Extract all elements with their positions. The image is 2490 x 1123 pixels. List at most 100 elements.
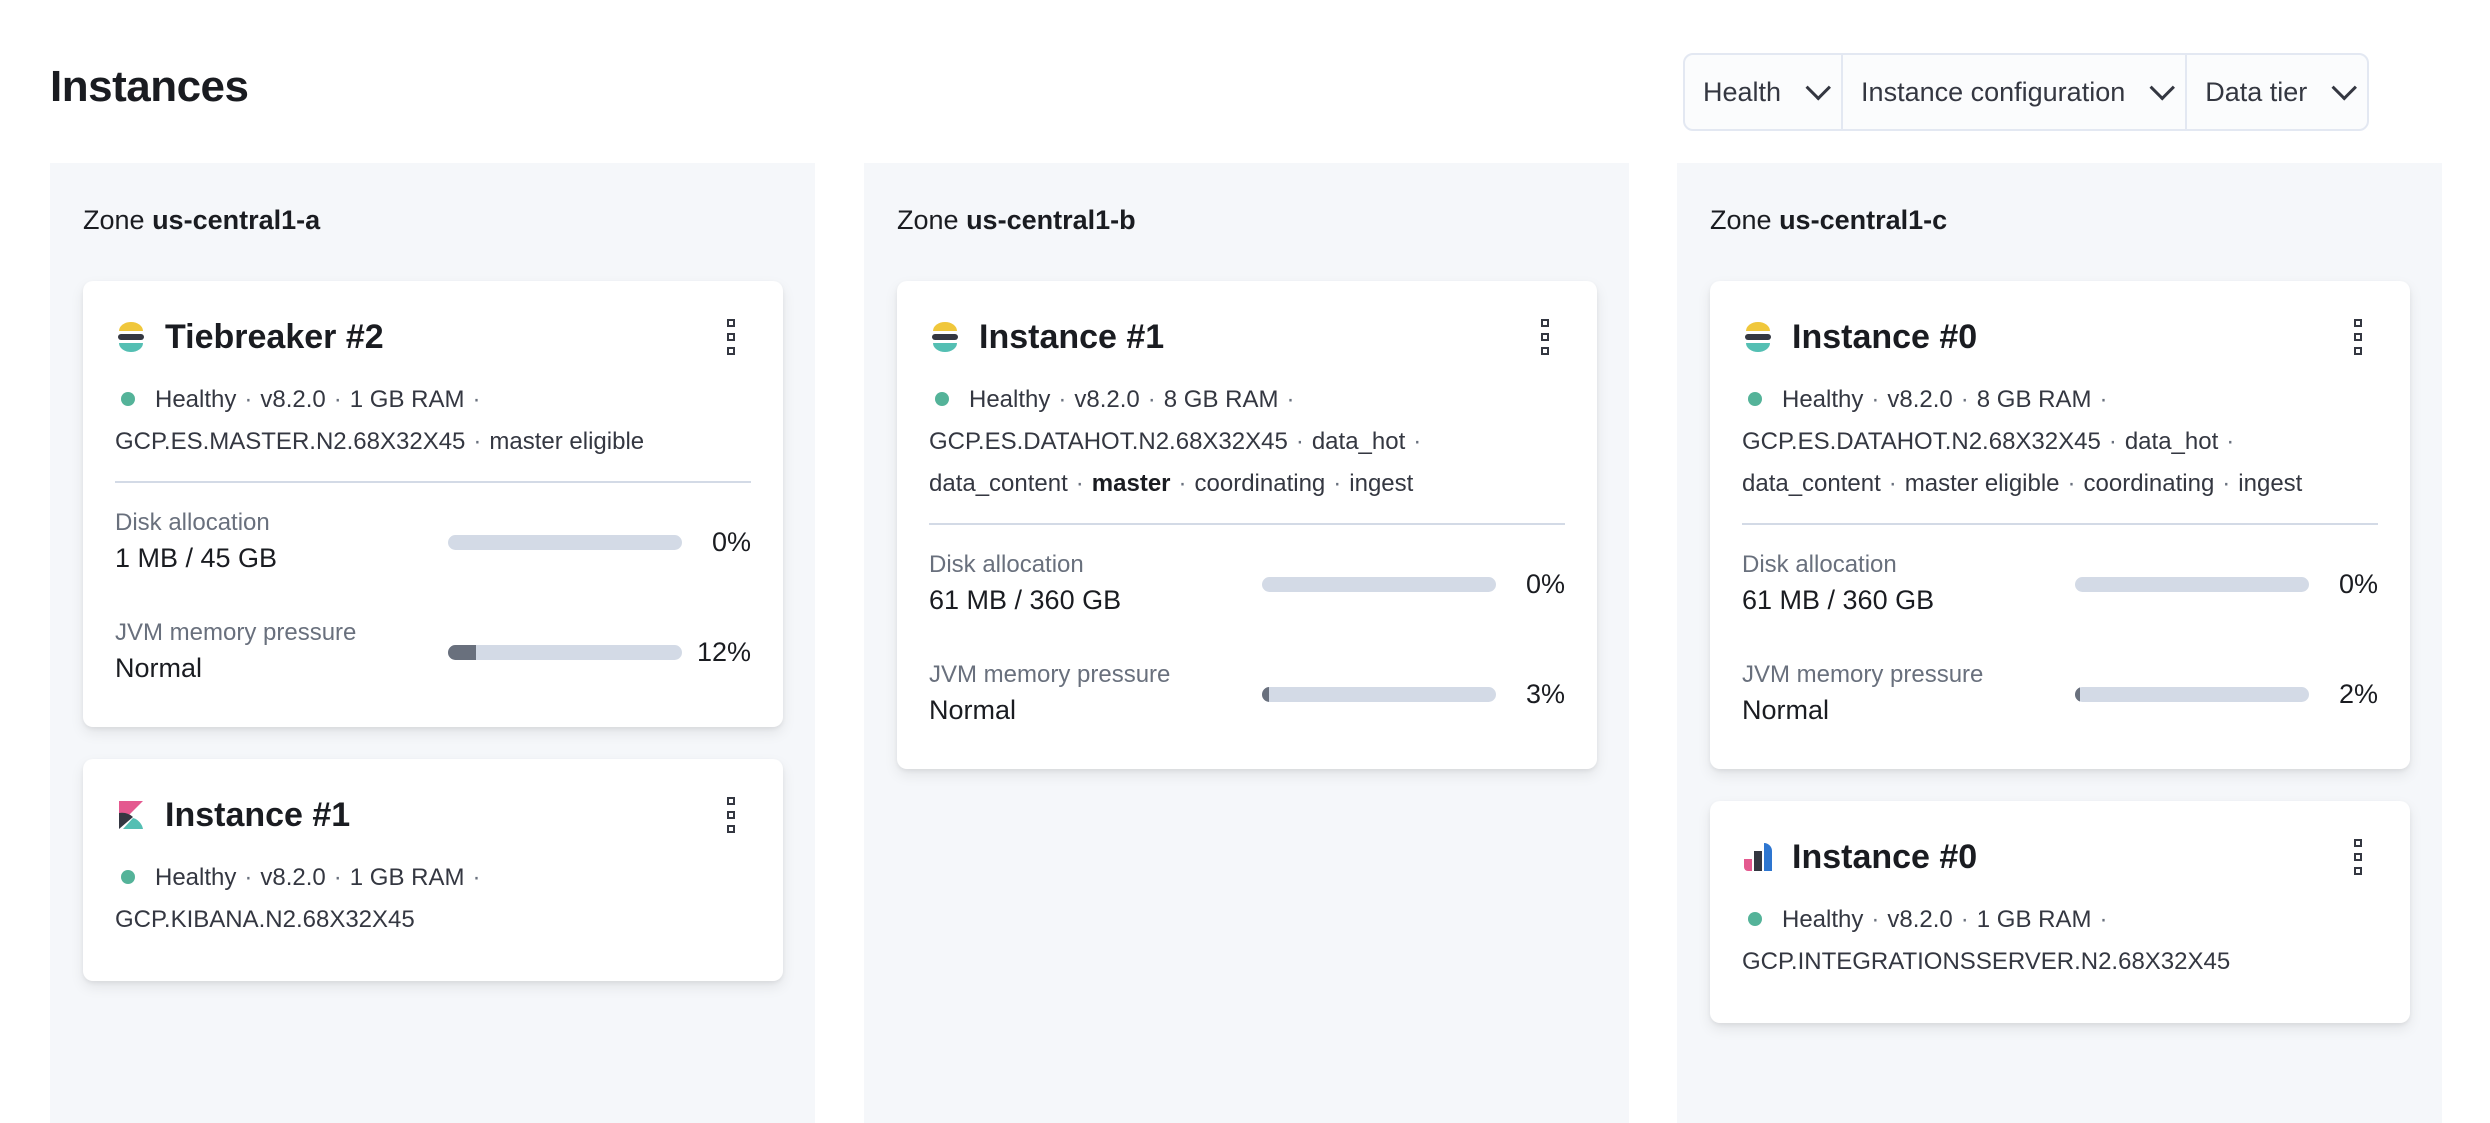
more-actions-icon[interactable] bbox=[2348, 839, 2368, 875]
instance-card: Tiebreaker #2 Healthy · v8.2.0 · 1 GB RAM · GCP… bbox=[83, 281, 783, 727]
version: v8.2.0 bbox=[1074, 386, 1140, 413]
ram: 1 GB RAM bbox=[1976, 906, 2092, 933]
disk-allocation-bar bbox=[1262, 576, 1496, 592]
instance-meta: Healthy · v8.2.0 · 1 GB RAM · GCP.ES.MASTER.N2… bbox=[115, 386, 645, 455]
instance-meta: Healthy · v8.2.0 · 8 GB RAM · GCP.ES.DATAHOT.N… bbox=[1742, 386, 2303, 497]
disk-allocation-value: 61 MB / 360 GB bbox=[929, 585, 1122, 615]
ram: 8 GB RAM bbox=[1976, 386, 2092, 413]
disk-allocation-label: Disk allocation bbox=[115, 509, 270, 536]
disk-allocation-label: Disk allocation bbox=[929, 551, 1084, 578]
zone-column: Zone us-central1-a Tiebreaker #2 Healthy · v… bbox=[50, 163, 815, 1123]
divider bbox=[115, 481, 751, 483]
more-actions-icon[interactable] bbox=[2348, 319, 2368, 355]
filter-group: Health Instance configuration Data tier bbox=[1683, 53, 2370, 131]
jvm-memory-pressure-label: JVM memory pressure bbox=[115, 619, 357, 646]
zone-label: Zone us-central1-b bbox=[897, 205, 1596, 235]
jvm-memory-pressure-bar bbox=[2075, 686, 2309, 702]
jvm-memory-pressure: JVM memory pressure Normal 3% bbox=[929, 659, 1565, 729]
filter-health[interactable]: Health bbox=[1685, 55, 1841, 129]
zone-label: Zone us-central1-c bbox=[1710, 205, 2409, 235]
instance-title: Instance #0 bbox=[1792, 837, 1978, 876]
zone-name: us-central1-a bbox=[152, 205, 321, 235]
zone-prefix: Zone bbox=[83, 205, 145, 235]
jvm-memory-pressure-percent: 3% bbox=[1525, 678, 1565, 709]
jvm-memory-pressure-label: JVM memory pressure bbox=[1742, 661, 1984, 688]
jvm-memory-pressure-bar-fill bbox=[1262, 686, 1270, 702]
version: v8.2.0 bbox=[260, 386, 326, 413]
jvm-memory-pressure-label: JVM memory pressure bbox=[929, 661, 1171, 688]
more-actions-icon[interactable] bbox=[1535, 319, 1555, 355]
kibana-icon bbox=[115, 799, 147, 831]
instance-meta: Healthy · v8.2.0 · 1 GB RAM · GCP.INTEGRATIONS… bbox=[1742, 906, 2231, 975]
health-status-dot bbox=[935, 392, 949, 406]
role: ingest bbox=[1349, 470, 1414, 497]
jvm-memory-pressure-value: Normal bbox=[929, 695, 1017, 725]
instance-title: Instance #1 bbox=[979, 317, 1165, 356]
zone-name: us-central1-b bbox=[966, 205, 1136, 235]
more-actions-icon[interactable] bbox=[721, 797, 741, 833]
role: master bbox=[1091, 470, 1171, 497]
jvm-memory-pressure-bar-fill bbox=[2075, 686, 2080, 702]
role: data_hot bbox=[2124, 428, 2219, 455]
disk-allocation-label: Disk allocation bbox=[1742, 551, 1897, 578]
chevron-down-icon bbox=[2331, 75, 2358, 101]
health-status: Healthy bbox=[1782, 906, 1864, 933]
health-status-dot bbox=[121, 870, 135, 884]
health-status: Healthy bbox=[969, 386, 1051, 413]
instance-card: Instance #1 Healthy · v8.2.0 · 1 GB RAM · GCP.K… bbox=[83, 759, 783, 981]
jvm-memory-pressure-value: Normal bbox=[1742, 695, 1830, 725]
filter-label: Health bbox=[1703, 76, 1782, 107]
jvm-memory-pressure-bar bbox=[1262, 686, 1496, 702]
jvm-memory-pressure-bar bbox=[448, 644, 682, 660]
disk-allocation-value: 1 MB / 45 GB bbox=[115, 543, 278, 573]
role: data_content bbox=[1742, 470, 1881, 497]
instance-title: Instance #1 bbox=[165, 795, 351, 834]
health-status: Healthy bbox=[155, 864, 237, 891]
elasticsearch-icon bbox=[1742, 321, 1774, 353]
role: data_hot bbox=[1311, 428, 1406, 455]
instance-card: Instance #0 Healthy · v8.2.0 · 1 GB RAM · GCP.I… bbox=[1710, 801, 2410, 1023]
role: ingest bbox=[2238, 470, 2303, 497]
zone-label: Zone us-central1-a bbox=[83, 205, 782, 235]
chevron-down-icon bbox=[2149, 75, 2176, 101]
disk-allocation-percent: 0% bbox=[1525, 568, 1565, 599]
instance-title: Tiebreaker #2 bbox=[165, 317, 384, 356]
filter-label: Instance configuration bbox=[1861, 76, 2126, 107]
filter-instance-configuration[interactable]: Instance configuration bbox=[1841, 55, 2185, 129]
integrations-server-icon bbox=[1742, 841, 1774, 873]
ram: 1 GB RAM bbox=[349, 386, 465, 413]
more-actions-icon[interactable] bbox=[721, 319, 741, 355]
disk-allocation: Disk allocation 61 MB / 360 GB 0% bbox=[929, 549, 1565, 619]
health-status-dot bbox=[1748, 392, 1762, 406]
disk-allocation: Disk allocation 1 MB / 45 GB 0% bbox=[115, 507, 751, 577]
zone-name: us-central1-c bbox=[1779, 205, 1948, 235]
version: v8.2.0 bbox=[260, 864, 326, 891]
instance-config: GCP.ES.DATAHOT.N2.68X32X45 bbox=[1742, 428, 2101, 455]
jvm-memory-pressure: JVM memory pressure Normal 12% bbox=[115, 617, 751, 687]
role: coordinating bbox=[1194, 470, 1326, 497]
disk-allocation-value: 61 MB / 360 GB bbox=[1742, 585, 1935, 615]
divider bbox=[929, 523, 1565, 525]
version: v8.2.0 bbox=[1887, 906, 1953, 933]
chevron-down-icon bbox=[1805, 75, 1832, 101]
filter-data-tier[interactable]: Data tier bbox=[2185, 55, 2367, 129]
jvm-memory-pressure-percent: 2% bbox=[2338, 678, 2378, 709]
role: master eligible bbox=[1904, 470, 2060, 497]
instance-config: GCP.ES.MASTER.N2.68X32X45 bbox=[115, 428, 466, 455]
disk-allocation-bar bbox=[2075, 576, 2309, 592]
zone-column: Zone us-central1-c Instance #0 Healthy · v8.… bbox=[1677, 163, 2442, 1123]
instance-config: GCP.KIBANA.N2.68X32X45 bbox=[115, 906, 415, 933]
version: v8.2.0 bbox=[1887, 386, 1953, 413]
health-status-dot bbox=[1748, 912, 1762, 926]
role: master eligible bbox=[489, 428, 645, 455]
health-status: Healthy bbox=[1782, 386, 1864, 413]
zone-prefix: Zone bbox=[1710, 205, 1772, 235]
instance-card: Instance #1 Healthy · v8.2.0 · 8 GB RAM · GCP.E… bbox=[897, 281, 1597, 769]
role: coordinating bbox=[2083, 470, 2215, 497]
page-title: Instances bbox=[50, 62, 249, 111]
jvm-memory-pressure-percent: 12% bbox=[696, 636, 751, 667]
ram: 1 GB RAM bbox=[349, 864, 465, 891]
role: data_content bbox=[929, 470, 1068, 497]
elasticsearch-icon bbox=[929, 321, 961, 353]
divider bbox=[1742, 523, 2378, 525]
